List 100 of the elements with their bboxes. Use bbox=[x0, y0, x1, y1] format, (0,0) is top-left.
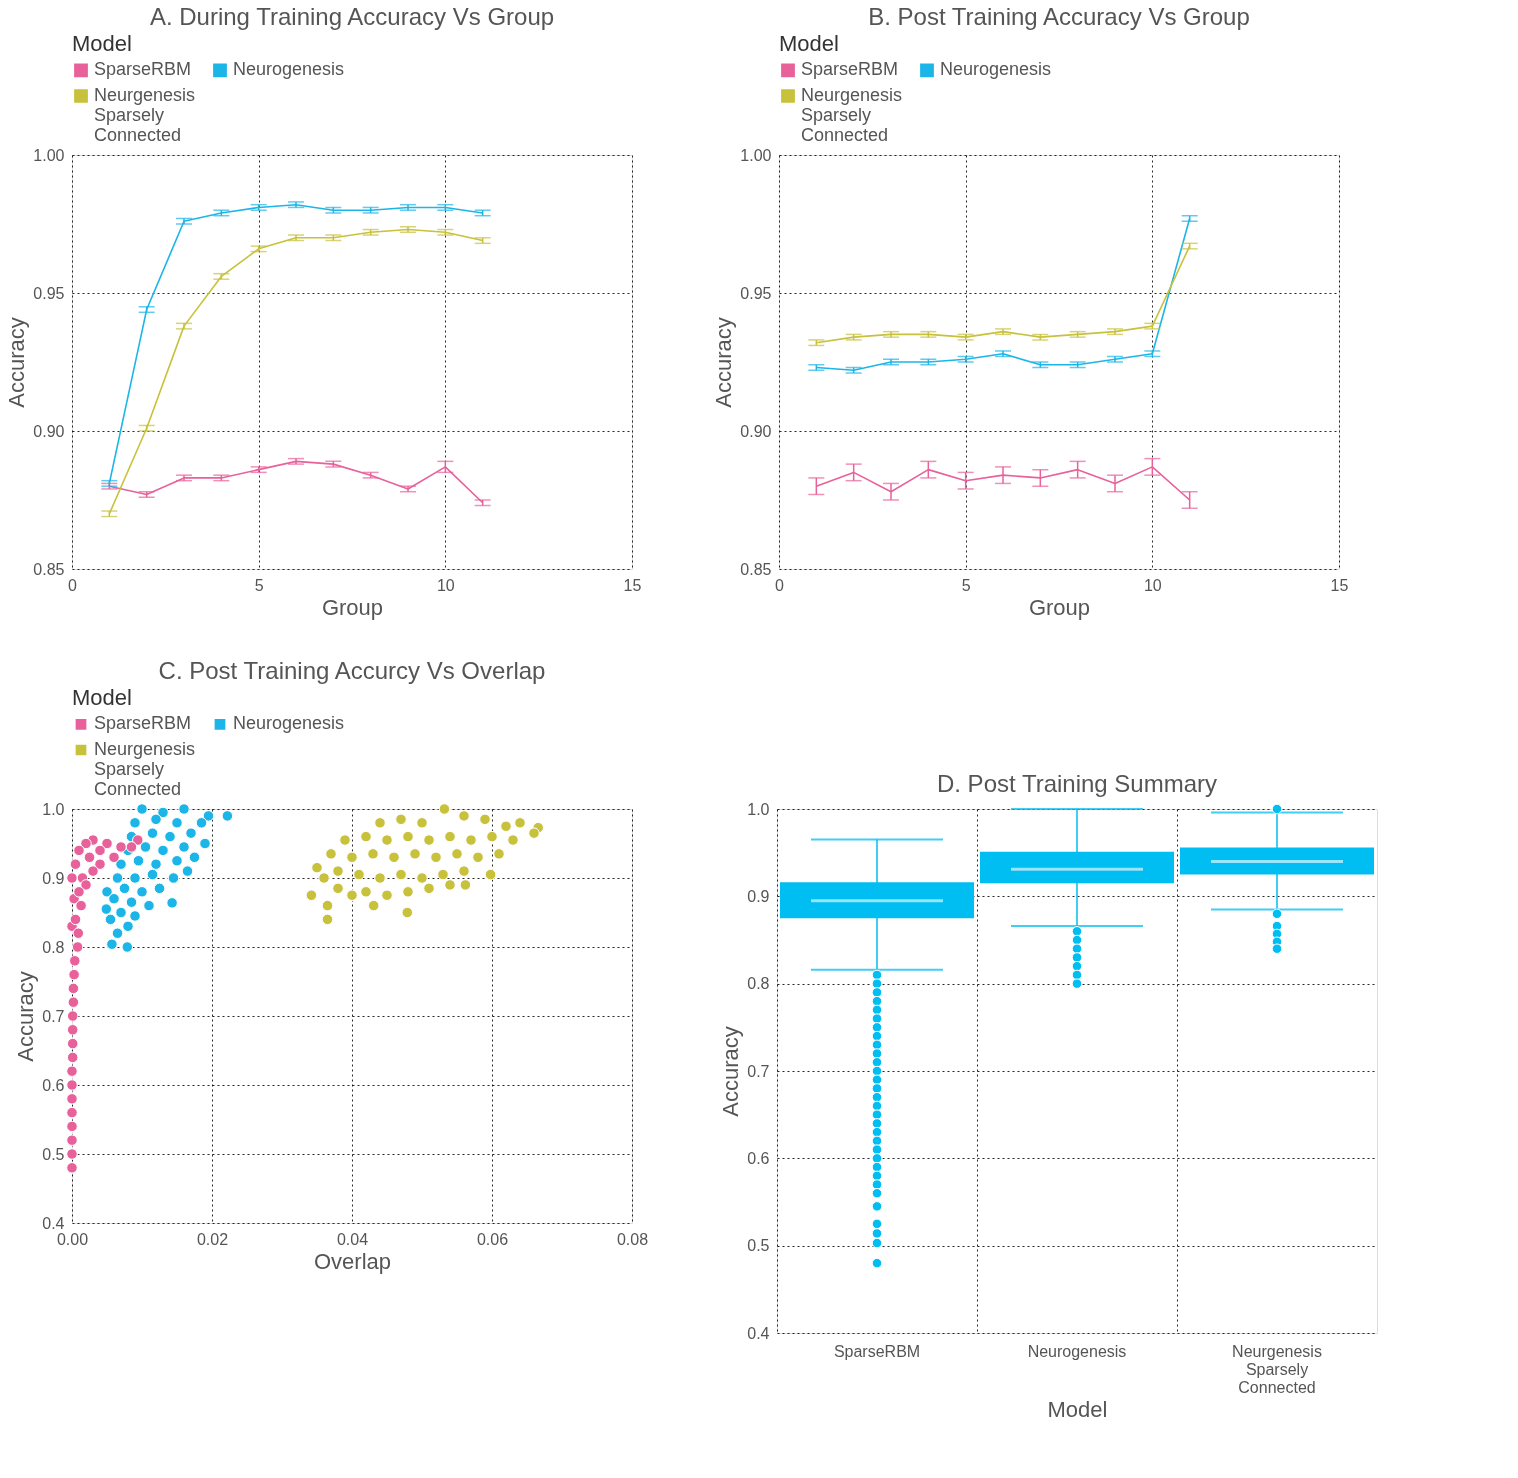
point bbox=[444, 879, 456, 891]
point bbox=[67, 982, 80, 995]
x-tick-label: 0.04 bbox=[336, 1230, 369, 1248]
point bbox=[185, 827, 197, 839]
y-tick-label: 0.6 bbox=[42, 1076, 65, 1094]
point bbox=[401, 906, 414, 919]
y-tick-label: 1.00 bbox=[33, 146, 65, 164]
point bbox=[108, 892, 120, 905]
chart-title: C. Post Training Accurcy Vs Overlap bbox=[158, 657, 546, 684]
legend-label: Neurgenesis Sparsely Connected bbox=[94, 85, 196, 145]
point bbox=[153, 882, 166, 895]
y-tick-label: 0.7 bbox=[747, 1062, 770, 1080]
point bbox=[139, 841, 152, 853]
point bbox=[66, 1024, 79, 1036]
y-tick-label: 0.8 bbox=[747, 975, 770, 993]
point bbox=[507, 834, 519, 846]
point bbox=[157, 844, 169, 857]
legend-title: Model bbox=[72, 685, 132, 710]
point bbox=[409, 848, 421, 860]
point bbox=[164, 830, 176, 843]
point bbox=[101, 837, 113, 850]
point bbox=[121, 941, 134, 953]
point bbox=[367, 848, 379, 860]
point bbox=[360, 830, 372, 843]
y-tick-label: 0.8 bbox=[42, 938, 65, 956]
point bbox=[75, 899, 87, 912]
point bbox=[402, 886, 414, 898]
point bbox=[101, 886, 113, 898]
y-tick-label: 0.90 bbox=[740, 422, 772, 440]
point bbox=[178, 841, 190, 853]
point bbox=[150, 858, 162, 870]
y-tick-label: 0.95 bbox=[33, 284, 65, 302]
point bbox=[136, 803, 148, 815]
point bbox=[195, 817, 208, 829]
x-tick-label: 0 bbox=[68, 576, 78, 594]
point bbox=[129, 910, 141, 922]
point bbox=[66, 1051, 79, 1064]
point bbox=[374, 817, 386, 829]
point bbox=[125, 841, 138, 853]
point bbox=[167, 872, 180, 884]
point bbox=[472, 851, 484, 864]
point bbox=[318, 872, 330, 884]
point bbox=[500, 820, 512, 832]
point bbox=[122, 920, 134, 933]
y-tick-label: 1.0 bbox=[42, 800, 65, 818]
point bbox=[332, 882, 344, 895]
point bbox=[437, 868, 449, 881]
point bbox=[132, 834, 144, 846]
point bbox=[305, 889, 318, 901]
point bbox=[339, 834, 351, 846]
point bbox=[73, 886, 85, 898]
point bbox=[458, 810, 470, 822]
x-tick-label: SparseRBM bbox=[833, 1342, 921, 1360]
point bbox=[416, 872, 428, 884]
point bbox=[367, 899, 380, 912]
y-tick-label: 0.85 bbox=[740, 560, 772, 578]
y-tick-label: 0.4 bbox=[747, 1324, 770, 1342]
point bbox=[132, 855, 145, 867]
point bbox=[66, 1065, 78, 1077]
x-axis-title: Group bbox=[321, 594, 384, 620]
x-tick-label: 0.06 bbox=[476, 1230, 509, 1248]
point bbox=[332, 865, 344, 877]
point bbox=[395, 813, 407, 826]
point bbox=[430, 851, 442, 864]
point bbox=[129, 817, 141, 829]
point bbox=[83, 851, 96, 864]
point bbox=[66, 1079, 78, 1091]
y-tick-label: 1.00 bbox=[740, 146, 772, 164]
x-tick-label: 5 bbox=[961, 576, 971, 594]
point bbox=[69, 955, 81, 967]
point bbox=[94, 844, 106, 857]
point bbox=[94, 858, 106, 870]
y-axis-title: Accuracy bbox=[711, 317, 737, 408]
legend-label: Neurogenesis bbox=[233, 59, 345, 80]
point bbox=[104, 913, 117, 926]
point bbox=[146, 827, 159, 839]
point bbox=[66, 1106, 78, 1119]
y-tick-label: 0.5 bbox=[42, 1145, 65, 1163]
point bbox=[416, 817, 428, 829]
point bbox=[458, 865, 470, 877]
point bbox=[80, 837, 92, 850]
x-tick-label: 15 bbox=[1330, 576, 1349, 594]
legend-label: SparseRBM bbox=[801, 59, 899, 80]
point bbox=[69, 858, 82, 870]
point bbox=[202, 810, 215, 822]
point bbox=[68, 968, 80, 981]
x-tick-label: Neurogenesis bbox=[1027, 1342, 1127, 1360]
x-tick-label: 5 bbox=[254, 576, 264, 594]
legend-title: Model bbox=[72, 31, 132, 56]
point bbox=[493, 848, 505, 860]
point bbox=[388, 851, 400, 864]
point bbox=[106, 938, 118, 950]
x-tick-label: 0.08 bbox=[616, 1230, 649, 1248]
point bbox=[125, 896, 138, 908]
y-tick-label: 1.0 bbox=[747, 800, 770, 818]
point bbox=[199, 837, 211, 850]
point bbox=[438, 803, 451, 815]
point bbox=[528, 827, 540, 839]
chart-title: A. During Training Accuracy Vs Group bbox=[149, 3, 555, 30]
point bbox=[72, 927, 85, 939]
